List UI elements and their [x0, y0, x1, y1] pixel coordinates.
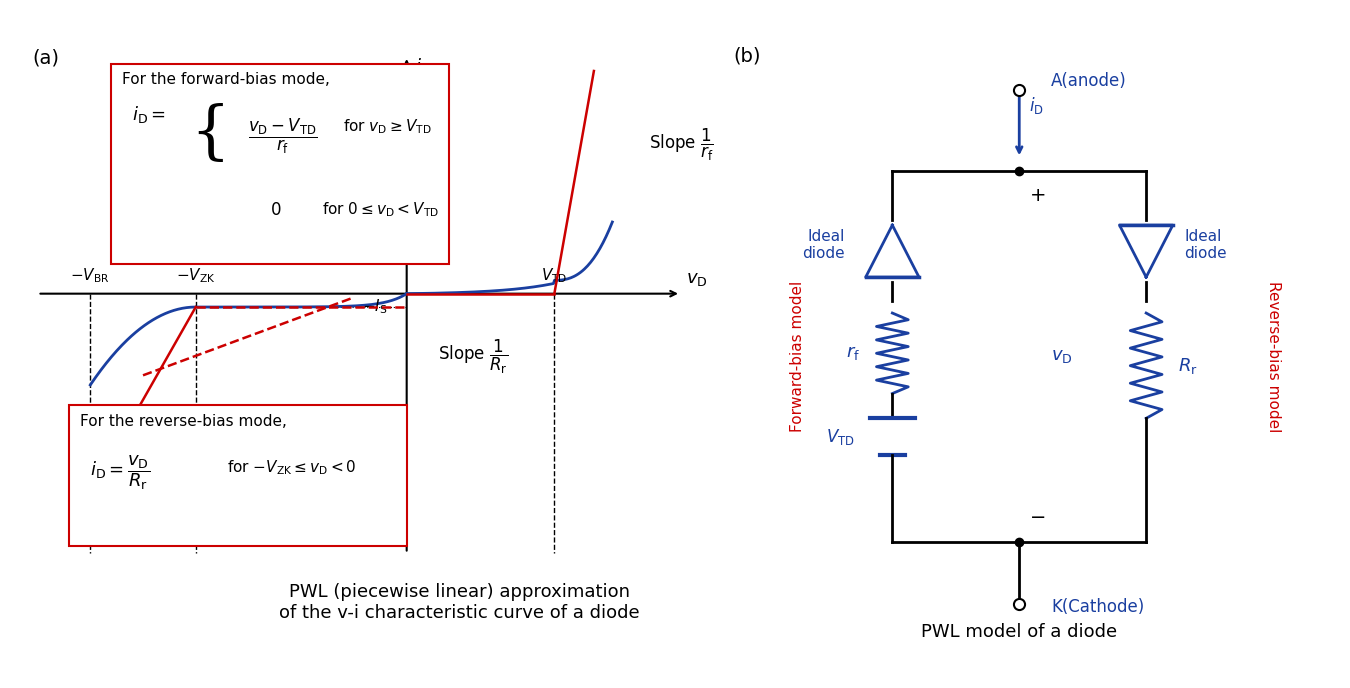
Text: PWL model of a diode: PWL model of a diode	[921, 623, 1118, 641]
Text: Reverse-bias model: Reverse-bias model	[1265, 281, 1281, 432]
Text: $-I_{\rm ZK}$: $-I_{\rm ZK}$	[354, 483, 387, 502]
Text: $i_{\rm D}$: $i_{\rm D}$	[1029, 95, 1044, 116]
Text: $0$: $0$	[270, 202, 281, 219]
Text: $\dfrac{v_{\rm D}-V_{\rm TD}}{r_{\rm f}}$: $\dfrac{v_{\rm D}-V_{\rm TD}}{r_{\rm f}}…	[248, 117, 319, 156]
Text: $v_{\rm D}$: $v_{\rm D}$	[1050, 347, 1073, 365]
Text: Ideal
diode: Ideal diode	[1184, 228, 1227, 261]
Text: $-I_{\rm S}$: $-I_{\rm S}$	[362, 298, 387, 316]
Text: (b): (b)	[734, 47, 761, 66]
Text: for $v_{\rm D}\geq V_{\rm TD}$: for $v_{\rm D}\geq V_{\rm TD}$	[343, 117, 432, 136]
Text: A(anode): A(anode)	[1050, 72, 1127, 90]
Text: $i_{\rm D}=\dfrac{v_{\rm D}}{R_{\rm r}}$: $i_{\rm D}=\dfrac{v_{\rm D}}{R_{\rm r}}$	[90, 453, 150, 492]
Text: Ideal
diode: Ideal diode	[802, 228, 845, 261]
Text: For the forward-bias mode,: For the forward-bias mode,	[122, 72, 329, 87]
Text: Slope $\dfrac{1}{R_{\rm r}}$: Slope $\dfrac{1}{R_{\rm r}}$	[439, 338, 509, 376]
Text: Forward-bias model: Forward-bias model	[790, 281, 805, 432]
Text: $r_{\rm f}$: $r_{\rm f}$	[846, 344, 861, 363]
Text: {: {	[190, 105, 231, 165]
Text: For the reverse-bias mode,: For the reverse-bias mode,	[80, 414, 286, 429]
Text: −: −	[1030, 508, 1046, 527]
Text: +: +	[1030, 186, 1046, 205]
Text: (a): (a)	[32, 49, 59, 67]
FancyBboxPatch shape	[111, 63, 448, 264]
Text: K(Cathode): K(Cathode)	[1050, 598, 1145, 616]
Text: for $0\leq v_{\rm D}<V_{\rm TD}$: for $0\leq v_{\rm D}<V_{\rm TD}$	[323, 201, 439, 219]
Text: $V_{\rm TD}$: $V_{\rm TD}$	[826, 427, 855, 447]
Text: for $-V_{\rm ZK}\leq v_{\rm D}<0$: for $-V_{\rm ZK}\leq v_{\rm D}<0$	[227, 458, 356, 477]
Text: PWL (piecewise linear) approximation
of the v-i characteristic curve of a diode: PWL (piecewise linear) approximation of …	[279, 583, 640, 622]
Text: $i_{\rm D}=$: $i_{\rm D}=$	[132, 105, 166, 125]
Text: $-V_{\rm ZK}$: $-V_{\rm ZK}$	[176, 266, 216, 285]
FancyBboxPatch shape	[69, 405, 406, 546]
Text: $V_{\rm TD}$: $V_{\rm TD}$	[541, 266, 567, 285]
Text: $R_{\rm r}$: $R_{\rm r}$	[1177, 356, 1197, 376]
Text: $i_{\rm D}$: $i_{\rm D}$	[416, 56, 431, 77]
Text: Slope $\dfrac{1}{r_{\rm f}}$: Slope $\dfrac{1}{r_{\rm f}}$	[649, 127, 714, 163]
Text: $-V_{\rm BR}$: $-V_{\rm BR}$	[70, 266, 111, 285]
Text: $v_{\rm D}$: $v_{\rm D}$	[686, 270, 707, 288]
